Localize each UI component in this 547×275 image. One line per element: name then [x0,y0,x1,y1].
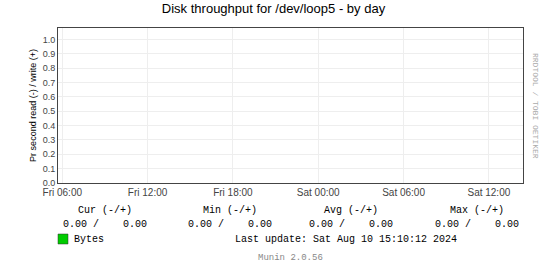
svg-text:0.1: 0.1 [43,164,56,174]
svg-text:Avg (-/+): Avg (-/+) [324,205,378,216]
svg-text:Min (-/+): Min (-/+) [203,205,257,216]
svg-text:Bytes: Bytes [74,234,104,245]
svg-text:Sat 12:00: Sat 12:00 [467,187,510,198]
svg-text:Cur (-/+): Cur (-/+) [78,205,132,216]
svg-text:Sat 00:00: Sat 00:00 [297,187,340,198]
svg-text:0.7: 0.7 [43,78,56,88]
svg-text:1.0: 1.0 [43,35,56,45]
svg-text:Max (-/+): Max (-/+) [450,205,504,216]
svg-text:0.2: 0.2 [43,149,56,159]
svg-text:Fri 06:00: Fri 06:00 [43,187,83,198]
svg-text:Fri 18:00: Fri 18:00 [213,187,253,198]
svg-text:0.00 / 0.00: 0.00 / 0.00 [309,219,393,230]
svg-text:0.3: 0.3 [43,135,56,145]
svg-text:0.00 / 0.00: 0.00 / 0.00 [63,219,147,230]
svg-text:0.9: 0.9 [43,49,56,59]
svg-text:Disk throughput for /dev/loop5: Disk throughput for /dev/loop5 - by day [162,1,386,16]
svg-text:Munin 2.0.56: Munin 2.0.56 [258,253,323,263]
svg-text:Last update: Sat Aug 10 15:10:: Last update: Sat Aug 10 15:10:12 2024 [235,234,457,245]
svg-text:RRDTOOL / TOBI OETIKER: RRDTOOL / TOBI OETIKER [531,53,540,159]
svg-text:0.00 / 0.00: 0.00 / 0.00 [435,219,519,230]
svg-text:0.4: 0.4 [43,121,56,131]
svg-text:Sat 06:00: Sat 06:00 [382,187,425,198]
svg-text:0.5: 0.5 [43,106,56,116]
svg-text:Pr second read (-) / write (+): Pr second read (-) / write (+) [28,49,38,162]
svg-text:Fri 12:00: Fri 12:00 [128,187,168,198]
svg-text:0.0: 0.0 [43,178,56,188]
svg-text:0.6: 0.6 [43,92,56,102]
svg-text:0.8: 0.8 [43,63,56,73]
svg-text:0.00 / 0.00: 0.00 / 0.00 [188,219,272,230]
